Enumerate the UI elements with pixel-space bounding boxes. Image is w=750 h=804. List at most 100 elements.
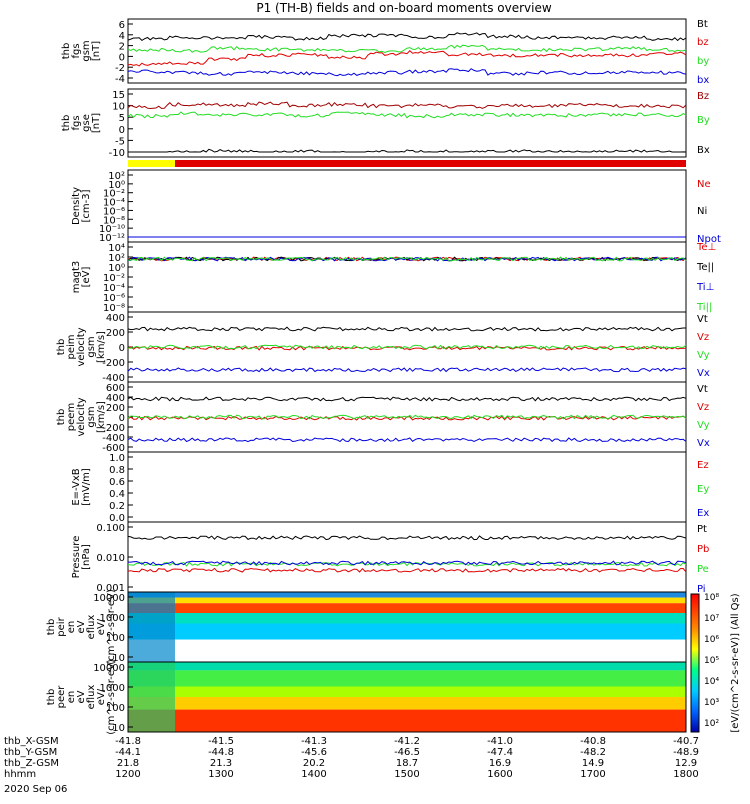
y-axis-label: E=-VxB[mV/m] <box>71 468 92 506</box>
y-axis-label: thbfgsgse[nT] <box>61 113 102 133</box>
colorbar-tick-label: 10⁶ <box>704 635 719 645</box>
y-tick-label: 10⁻⁶ <box>103 206 125 217</box>
series-line-By <box>127 111 687 119</box>
x-tick-label: -44.8 <box>208 747 234 758</box>
y-tick-label: 600 <box>106 383 125 394</box>
series-line-Bt <box>127 32 687 42</box>
y-tick-label: 10⁻² <box>103 189 125 200</box>
y-tick-label: -400 <box>102 373 125 384</box>
y-tick-label: 6 <box>119 20 125 31</box>
y-tick-label: 0 <box>119 52 125 63</box>
y-tick-label: 0.6 <box>109 477 125 488</box>
y-tick-label: -4 <box>115 74 125 85</box>
y-tick-label: 0 <box>119 413 125 424</box>
legend-Vz: Vz <box>697 332 709 343</box>
series-line-bx <box>127 68 687 77</box>
legend-Ti⊥: Ti⊥ <box>696 282 714 293</box>
series-line-by <box>127 44 687 54</box>
y-tick-label: 10² <box>108 171 125 182</box>
series-line-Vx <box>127 437 687 443</box>
legend-Pi: Pi <box>697 584 706 595</box>
y-tick-label: 4 <box>119 31 125 42</box>
x-tick-label: 1400 <box>301 769 326 780</box>
x-tick-label: -44.1 <box>115 747 141 758</box>
legend-Ti||: Ti|| <box>696 302 712 313</box>
series-line-Vy <box>127 344 687 350</box>
y-tick-label: 10⁻⁶ <box>103 293 125 304</box>
heatmap-band <box>128 670 686 687</box>
colorbar-tick-label: 10³ <box>704 698 719 708</box>
panel-frame <box>127 451 687 523</box>
heatmap-early-region <box>128 662 175 732</box>
legend-By: By <box>697 115 710 126</box>
y-tick-label: 0.4 <box>109 489 125 500</box>
y-tick-label: 10⁻² <box>103 273 125 284</box>
legend-Ex: Ex <box>697 508 709 519</box>
panel-frame <box>127 661 687 733</box>
y-tick-label: 1000 <box>100 613 125 624</box>
series-line-Pt <box>127 535 687 541</box>
y-tick-label: 0.0 <box>109 513 125 524</box>
y-axis-label: Density[cm-3] <box>71 187 92 225</box>
panel-frame <box>127 521 687 593</box>
x-tick-label: -40.8 <box>580 736 606 747</box>
x-tick-label: -47.4 <box>487 747 513 758</box>
y-tick-label: 0.8 <box>109 465 125 476</box>
panel-8: 10000 1000 100 10thbpeireneVefluxeV/(cm^2-s… <box>46 589 687 665</box>
status-bar-yellow <box>128 160 175 167</box>
plot-title: P1 (TH-B) fields and on-board moments ov… <box>256 1 552 15</box>
y-tick-label: 0 <box>119 125 125 136</box>
series-line-Vx <box>127 367 687 373</box>
y-tick-label: 10⁰ <box>108 263 125 274</box>
legend-Vy: Vy <box>697 420 710 431</box>
y-tick-label: 10⁻⁴ <box>103 198 125 209</box>
heatmap-band <box>128 709 686 732</box>
y-tick-label: 400 <box>106 313 125 324</box>
y-tick-label: 10⁴ <box>108 243 125 254</box>
date-label: 2020 Sep 06 <box>4 784 67 795</box>
legend-Te||: Te|| <box>696 262 714 273</box>
x-tick-label: -46.5 <box>394 747 420 758</box>
x-tick-label: -48.9 <box>673 747 699 758</box>
y-tick-label: 10⁻⁸ <box>103 303 125 314</box>
legend-Ni: Ni <box>697 206 707 217</box>
y-tick-label: 0 <box>119 343 125 354</box>
y-tick-label: 10000 <box>93 663 125 674</box>
legend-Pe: Pe <box>697 564 709 575</box>
series-line-Vy <box>127 414 687 420</box>
legend-Vt: Vt <box>697 384 708 395</box>
x-row-label: hhmm <box>4 769 36 780</box>
y-tick-label: 400 <box>106 393 125 404</box>
y-tick-label: 10⁻⁴ <box>103 283 125 294</box>
y-tick-label: -200 <box>102 358 125 369</box>
x-tick-label: -45.6 <box>301 747 327 758</box>
y-tick-label: 10 <box>112 102 125 113</box>
series-line-bz <box>127 50 687 67</box>
heatmap-early-region <box>128 592 175 662</box>
panel-frame <box>127 18 687 84</box>
x-tick-label: 1700 <box>580 769 605 780</box>
y-tick-label: 5 <box>119 113 125 124</box>
legend-Npot: Npot <box>697 234 721 245</box>
colorbar-label: [eV/(cm^2-s-sr-eV)] (All Qs) <box>730 593 741 732</box>
panel-frame <box>127 241 687 313</box>
heatmap-band <box>128 623 686 640</box>
y-tick-label: -400 <box>102 433 125 444</box>
y-tick-label: 200 <box>106 403 125 414</box>
heatmap-band <box>128 686 686 697</box>
x-tick-label: 1500 <box>394 769 419 780</box>
heatmap-band <box>128 613 686 624</box>
legend-Bx: Bx <box>697 145 710 156</box>
y-tick-label: 10000 <box>93 593 125 604</box>
colorbar-tick-label: 10⁸ <box>704 593 719 603</box>
x-row-label: thb_Z-GSM <box>4 758 59 769</box>
x-tick-label: -41.2 <box>394 736 420 747</box>
x-tick-label: 16.9 <box>489 758 511 769</box>
colorbar-tick-label: 10⁵ <box>704 656 719 666</box>
series-line-Vt <box>127 326 686 332</box>
heatmap-band <box>128 603 686 613</box>
